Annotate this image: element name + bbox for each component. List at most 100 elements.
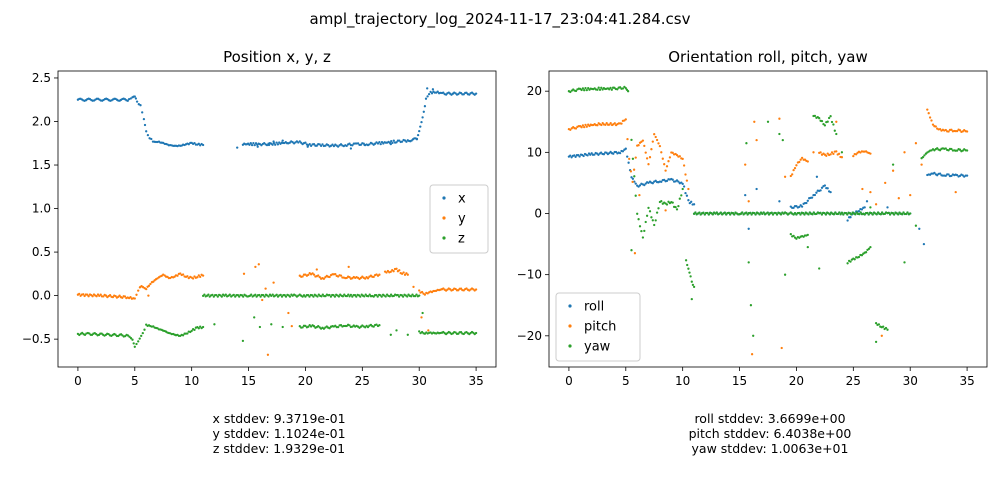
- data-point-roll: [863, 206, 866, 209]
- data-point-roll: [950, 174, 953, 178]
- data-point-pitch: [909, 193, 912, 197]
- data-point-pitch: [660, 151, 663, 154]
- data-point-x: [248, 143, 251, 146]
- data-point-roll: [665, 179, 669, 183]
- data-point-y: [317, 274, 320, 277]
- data-point-yaw: [867, 213, 870, 216]
- data-point-yaw: [690, 280, 693, 283]
- data-point-yaw: [618, 86, 622, 89]
- data-point-x: [304, 141, 307, 144]
- data-point-roll: [798, 205, 801, 209]
- data-point-yaw: [660, 200, 663, 203]
- data-point-y: [315, 268, 318, 271]
- data-point-pitch: [934, 125, 937, 128]
- data-point-y: [197, 274, 200, 277]
- data-point-y: [395, 267, 398, 270]
- series-points: [76, 87, 478, 356]
- data-point-roll: [624, 147, 627, 150]
- data-point-roll: [660, 180, 663, 183]
- data-point-yaw: [826, 120, 829, 123]
- data-point-yaw: [869, 245, 872, 249]
- data-point-y: [78, 292, 81, 296]
- data-point-yaw: [621, 87, 625, 90]
- data-point-y: [118, 294, 121, 297]
- y-tick-label: 0: [534, 206, 542, 220]
- data-point-yaw: [694, 211, 697, 214]
- y-tick-label: −0.5: [22, 332, 51, 346]
- data-point-yaw: [830, 120, 834, 124]
- data-point-pitch: [583, 125, 586, 129]
- data-point-z: [271, 293, 274, 296]
- data-point-pitch: [584, 123, 587, 127]
- legend: xyz: [429, 184, 489, 254]
- data-point-yaw: [643, 229, 646, 233]
- data-point-roll: [651, 182, 654, 185]
- data-point-pitch: [947, 130, 950, 133]
- data-point-z: [389, 293, 393, 296]
- data-point-z: [228, 293, 231, 296]
- data-point-yaw: [864, 251, 868, 254]
- data-point-x: [321, 143, 324, 146]
- data-point-yaw: [833, 129, 836, 132]
- x-tick-label: 30: [412, 374, 427, 388]
- data-point-x: [442, 91, 445, 94]
- data-point-roll: [692, 203, 696, 206]
- data-point-pitch: [581, 124, 585, 127]
- data-point-yaw: [874, 321, 878, 325]
- data-point-pitch: [920, 163, 923, 166]
- data-point-z: [462, 332, 465, 336]
- data-point-yaw: [871, 213, 874, 216]
- data-point-yaw: [832, 213, 836, 216]
- data-point-yaw: [815, 212, 818, 216]
- legend-label-roll: roll: [584, 300, 604, 315]
- data-point-pitch: [671, 151, 674, 154]
- data-point-x: [436, 90, 439, 93]
- data-point-y: [398, 269, 401, 272]
- data-point-pitch: [655, 138, 659, 142]
- data-point-z: [258, 325, 262, 329]
- data-point-yaw: [849, 260, 852, 263]
- data-point-x: [141, 111, 144, 114]
- data-point-pitch: [750, 353, 754, 356]
- data-point-pitch: [799, 158, 802, 161]
- data-point-yaw: [795, 213, 798, 216]
- stddev-text: x stddev: 9.3719e-01: [212, 411, 345, 426]
- data-point-roll: [569, 154, 572, 157]
- data-point-pitch: [930, 119, 933, 122]
- data-point-z: [389, 333, 392, 336]
- data-point-yaw: [828, 213, 832, 216]
- data-point-x: [309, 144, 313, 148]
- data-point-yaw: [902, 211, 905, 214]
- data-point-yaw: [747, 261, 750, 264]
- data-point-z: [380, 295, 383, 298]
- data-point-yaw: [680, 194, 683, 197]
- legend-marker-roll: [568, 304, 572, 308]
- data-point-yaw: [842, 213, 845, 216]
- data-point-yaw: [692, 285, 696, 289]
- data-point-pitch: [926, 108, 929, 111]
- data-point-z: [236, 293, 240, 297]
- data-point-yaw: [886, 328, 889, 331]
- data-point-yaw: [892, 213, 896, 216]
- series-y: [76, 263, 478, 356]
- data-point-yaw: [678, 197, 681, 200]
- data-point-yaw: [596, 88, 599, 91]
- data-point-roll: [846, 219, 849, 222]
- data-point-pitch: [835, 120, 838, 123]
- data-point-z: [333, 295, 337, 298]
- data-point-z: [224, 293, 227, 296]
- data-point-y: [307, 273, 310, 277]
- data-point-x: [336, 145, 340, 148]
- data-point-z: [341, 295, 345, 298]
- data-point-yaw: [715, 211, 718, 214]
- data-point-z: [137, 340, 140, 343]
- data-point-y: [199, 275, 202, 279]
- data-point-z: [397, 295, 401, 298]
- data-point-y: [403, 273, 407, 276]
- data-point-pitch: [647, 163, 650, 166]
- data-point-z: [364, 326, 367, 329]
- data-point-x: [265, 143, 269, 147]
- data-point-pitch: [643, 144, 646, 148]
- x-tick-label: 0: [565, 374, 573, 388]
